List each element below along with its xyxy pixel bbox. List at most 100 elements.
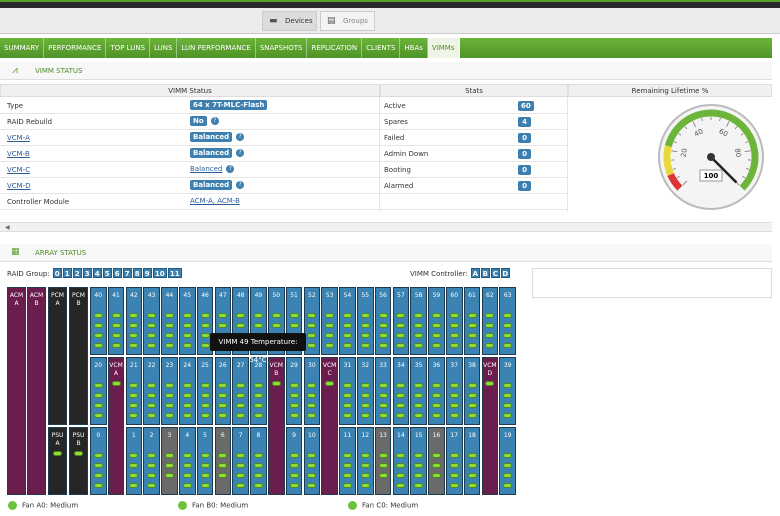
slot[interactable]: 24	[179, 357, 196, 425]
slot[interactable]: 43	[143, 287, 160, 355]
slot[interactable]: 4	[179, 427, 196, 495]
slot[interactable]: 39	[499, 357, 516, 425]
nav-item[interactable]: VIMMs	[427, 38, 460, 58]
controller-button[interactable]: D	[500, 268, 510, 278]
slot[interactable]: PSU A	[48, 427, 67, 495]
slot[interactable]: PSU B	[69, 427, 88, 495]
controller-button[interactable]: A	[470, 268, 480, 278]
slot[interactable]: 14	[392, 427, 410, 495]
slot[interactable]: 12	[357, 427, 374, 495]
slot[interactable]: 35	[410, 357, 427, 425]
slot[interactable]: 38	[463, 357, 481, 425]
slot[interactable]: 34	[392, 357, 410, 425]
slot[interactable]: PCM A	[48, 287, 67, 425]
raid-group-button[interactable]: 2	[72, 268, 82, 278]
slot[interactable]: 25	[196, 357, 214, 425]
slot[interactable]: ACM B	[27, 287, 46, 495]
slot[interactable]: VCM A	[107, 357, 125, 495]
slot[interactable]: 23	[161, 357, 178, 425]
slot[interactable]: 53	[321, 287, 338, 355]
slot[interactable]: 44	[161, 287, 178, 355]
slot[interactable]: 8	[250, 427, 267, 495]
slot[interactable]: 5	[196, 427, 214, 495]
controller-button[interactable]: B	[480, 268, 490, 278]
slot[interactable]: 27	[232, 357, 249, 425]
slot[interactable]: 26	[214, 357, 232, 425]
slot[interactable]: 29	[285, 357, 303, 425]
slot[interactable]: 15	[410, 427, 427, 495]
raid-group-button[interactable]: 10	[152, 268, 167, 278]
slot[interactable]: 7	[232, 427, 249, 495]
raid-group-button[interactable]: 0	[52, 268, 62, 278]
row-label[interactable]: VCM-D	[7, 182, 31, 190]
slot[interactable]: 13	[374, 427, 392, 495]
slot[interactable]: 19	[499, 427, 516, 495]
slot[interactable]: 9	[285, 427, 303, 495]
raid-group-button[interactable]: 8	[132, 268, 142, 278]
slot[interactable]: 33	[374, 357, 392, 425]
slot[interactable]: 55	[357, 287, 374, 355]
slot[interactable]: 52	[303, 287, 321, 355]
nav-item[interactable]: REPLICATION	[307, 38, 363, 58]
row-label[interactable]: VCM-B	[7, 150, 30, 158]
nav-item[interactable]: SUMMARY	[0, 38, 45, 58]
controller-button[interactable]: C	[490, 268, 500, 278]
slot[interactable]: 37	[446, 357, 463, 425]
raid-group-button[interactable]: 4	[92, 268, 102, 278]
row-label[interactable]: VCM-C	[7, 166, 31, 174]
slot[interactable]: 1	[125, 427, 143, 495]
slot[interactable]: 32	[357, 357, 374, 425]
raid-group-button[interactable]: 1	[62, 268, 72, 278]
row-label[interactable]: VCM-A	[7, 134, 30, 142]
slot[interactable]: VCM C	[321, 357, 338, 495]
tab[interactable]: ▬ Devices	[262, 11, 317, 31]
slot[interactable]: 10	[303, 427, 321, 495]
slot[interactable]: 63	[499, 287, 516, 355]
slot[interactable]: 40	[90, 287, 107, 355]
slot[interactable]: 28	[250, 357, 267, 425]
raid-group-button[interactable]: 3	[82, 268, 92, 278]
slot[interactable]: VCM D	[481, 357, 499, 495]
raid-group-button[interactable]: 5	[102, 268, 112, 278]
tab[interactable]: ▤ Groups	[320, 11, 375, 31]
nav-item[interactable]: LUN PERFORMANCE	[177, 38, 256, 58]
nav-item[interactable]: TOP LUNS	[106, 38, 151, 58]
slot[interactable]: 31	[339, 357, 356, 425]
nav-item[interactable]: LUNS	[150, 38, 178, 58]
slot[interactable]: 60	[446, 287, 463, 355]
slot[interactable]: 57	[392, 287, 410, 355]
nav-item[interactable]: CLIENTS	[362, 38, 401, 58]
nav-item[interactable]: HBAs	[400, 38, 428, 58]
slot[interactable]: 45	[179, 287, 196, 355]
raid-group-button[interactable]: 9	[142, 268, 152, 278]
slot[interactable]: 22	[143, 357, 160, 425]
raid-group-button[interactable]: 11	[167, 268, 182, 278]
slot[interactable]: 20	[90, 357, 107, 425]
slot[interactable]: 41	[107, 287, 125, 355]
nav-item[interactable]: PERFORMANCE	[44, 38, 107, 58]
slot[interactable]: 17	[446, 427, 463, 495]
slot[interactable]: 46	[196, 287, 214, 355]
slot[interactable]: ACM A	[7, 287, 26, 495]
slot[interactable]: 56	[374, 287, 392, 355]
nav-item[interactable]: SNAPSHOTS	[256, 38, 308, 58]
raid-group-button[interactable]: 6	[112, 268, 122, 278]
slot[interactable]: 58	[410, 287, 427, 355]
slot[interactable]: 59	[428, 287, 445, 355]
slot[interactable]: 30	[303, 357, 321, 425]
slot[interactable]: 3	[161, 427, 178, 495]
slot[interactable]: 21	[125, 357, 143, 425]
slot[interactable]: 18	[463, 427, 481, 495]
slot[interactable]: 6	[214, 427, 232, 495]
slot[interactable]: 61	[463, 287, 481, 355]
slot[interactable]: 16	[428, 427, 445, 495]
slot[interactable]: 0	[90, 427, 107, 495]
slot[interactable]: 54	[339, 287, 356, 355]
slot[interactable]: PCM B	[69, 287, 88, 425]
raid-group-button[interactable]: 7	[122, 268, 132, 278]
slot[interactable]: 2	[143, 427, 160, 495]
slot[interactable]: 62	[481, 287, 499, 355]
slot[interactable]: 42	[125, 287, 143, 355]
slot[interactable]: 11	[339, 427, 356, 495]
slot[interactable]: VCM B	[268, 357, 285, 495]
